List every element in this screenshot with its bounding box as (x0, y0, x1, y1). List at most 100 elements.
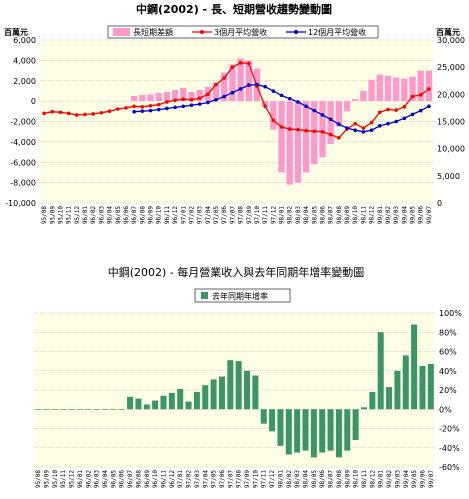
chart2-bar (285, 409, 292, 455)
chart1-ma12-point (386, 121, 390, 126)
chart2-x-label: 96/06 (119, 470, 126, 488)
chart1-x-label: 95/11 (66, 206, 73, 224)
chart2-x-label: 98/12 (369, 470, 376, 488)
chart1-x-label: 97/07 (229, 206, 236, 224)
chart1-x-label: 98/07 (328, 206, 335, 224)
legend-ma3-label: 3個月平均營收 (214, 27, 267, 37)
chart2-x-label: 97/12 (269, 470, 276, 488)
chart1-left-tick-label: 0 (31, 97, 36, 106)
chart1-bar (270, 101, 277, 130)
chart2-bar (377, 332, 384, 410)
chart1-bar (352, 99, 359, 102)
chart1-right-tick-label: 25,000 (437, 63, 465, 72)
chart1-ma3-point (214, 82, 218, 87)
chart1-x-label: 96/04 (107, 206, 114, 224)
chart1-ma12-point (320, 113, 325, 117)
chart1-left-tick-label: -6,000 (10, 158, 36, 167)
chart1-ma3-point (75, 113, 79, 117)
chart1-bar (155, 92, 162, 102)
chart2-x-label: 96/10 (152, 470, 159, 488)
chart1-ma3-point (107, 109, 112, 113)
chart2-right-tick-label: 80% (439, 328, 457, 337)
chart2-x-label: 95/10 (52, 470, 59, 488)
chart1-x-labels: 95/08 95/09 95/10 95/11 95/12 96/01 96/02 96/03… (41, 206, 433, 224)
chart1-x-label: 96/12 (172, 206, 179, 224)
chart2-bar (102, 409, 109, 410)
chart1-x-label: 98/08 (336, 206, 343, 224)
chart2-bar (160, 395, 167, 410)
chart1-x-label: 97/09 (246, 206, 253, 224)
chart1-ma3-point (115, 107, 120, 111)
chart1-ma12-point (214, 97, 218, 102)
chart1-ma3-point (156, 102, 161, 107)
chart1-x-label: 98/11 (360, 206, 367, 224)
chart2-bar (85, 409, 92, 410)
chart2-x-label: 98/10 (353, 470, 360, 488)
chart2-bar (127, 396, 134, 410)
chart1-bar (319, 101, 326, 158)
chart2-x-label: 96/04 (102, 470, 109, 488)
chart2-tick-labels: 100% 80% 60% 40% 20% 0% -20% -40% -60% (439, 309, 462, 472)
chart2-x-label: 98/07 (328, 470, 335, 488)
chart2-bar (394, 370, 401, 410)
chart2-bar (177, 389, 184, 410)
chart1-ma12-point (279, 93, 284, 98)
chart1-x-label: 97/08 (238, 206, 245, 224)
chart1-right-tick-label: 5,000 (437, 172, 460, 181)
chart1-ma12-point (246, 83, 251, 87)
chart1-ma3-point (410, 94, 415, 99)
chart1-bar (360, 90, 367, 102)
chart1-x-label: 96/08 (139, 206, 146, 224)
chart1-bar (237, 58, 244, 102)
chart2-bar (135, 398, 142, 410)
chart1-x-label: 96/10 (156, 206, 163, 224)
chart1-x-label: 97/04 (205, 206, 212, 224)
chart2-bar (360, 407, 367, 410)
chart2-x-label: 99/07 (428, 470, 435, 488)
chart2-right-tick-label: 20% (439, 386, 457, 395)
chart1-ma3-point (328, 132, 333, 137)
chart2-x-label: 98/03 (294, 470, 301, 488)
chart1-x-label: 96/01 (82, 206, 89, 224)
chart2-x-label: 97/07 (227, 470, 234, 488)
chart1-x-label: 98/02 (287, 206, 294, 224)
chart2-right-tick-label: -40% (439, 444, 460, 453)
chart1-x-label: 96/03 (98, 206, 105, 224)
chart1-ma3-point (320, 130, 325, 134)
chart2-bars (35, 324, 434, 458)
chart1-x-label: 98/05 (311, 206, 318, 224)
chart2-bar (193, 391, 200, 410)
chart2-bar (310, 409, 317, 458)
chart2-bar (60, 409, 67, 410)
chart1-ma12-point (410, 112, 415, 117)
chart1-x-label: 95/09 (49, 206, 56, 224)
chart2-x-label: 98/01 (277, 470, 284, 488)
chart1-x-label: 95/08 (41, 206, 48, 224)
legend-yoy-swatch (201, 292, 208, 299)
chart1-bar (196, 89, 203, 102)
chart1-bar (401, 78, 408, 102)
chart1-bar (286, 101, 293, 185)
chart1-ma12-point (394, 119, 398, 124)
chart1-ma12-point (165, 106, 169, 111)
chart1-ma3-point (165, 100, 169, 104)
chart1-ma12-point (140, 109, 145, 113)
chart2-x-label: 98/11 (361, 470, 368, 488)
chart1-x-label: 96/06 (123, 206, 130, 224)
chart1-lines (42, 61, 431, 140)
chart1-x-label: 97/11 (262, 206, 269, 224)
chart1-bar (229, 64, 236, 102)
chart1-x-label: 99/07 (426, 206, 433, 224)
chart1-ma3-point (271, 118, 276, 123)
chart2-bar (51, 409, 58, 410)
chart1-bar (425, 70, 433, 102)
chart1-ma3-point (394, 108, 398, 112)
chart-revenue-trend: 中鋼(2002) - 長、短期營收趨勢變動圖 百萬元 百萬元 6,000 4,00… (4, 2, 465, 224)
chart1-left-tick-label: -8,000 (10, 179, 36, 188)
chart1-ma12-point (148, 108, 153, 113)
chart2-x-label: 96/01 (77, 470, 84, 488)
chart2-x-label: 96/09 (144, 470, 151, 488)
chart2-x-label: 96/08 (135, 470, 142, 488)
chart2-title: 中鋼(2002) - 每月營業收入與去年同期年增率變動圖 (108, 265, 365, 279)
